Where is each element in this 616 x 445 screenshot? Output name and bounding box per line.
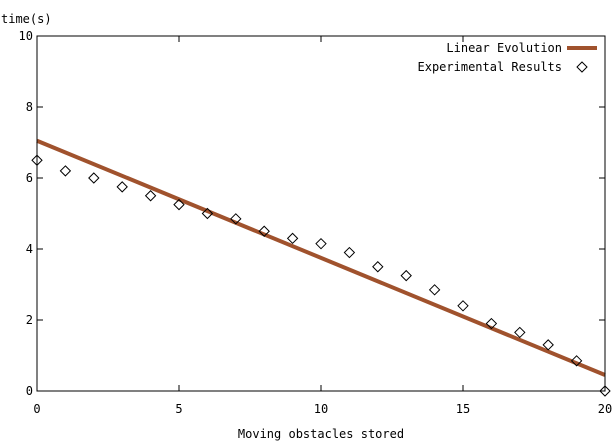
data-point-experimental-results — [201, 207, 214, 220]
series-line-linear-evolution — [36, 138, 606, 377]
x-tick-label: 10 — [314, 402, 328, 416]
data-point-experimental-results — [315, 237, 327, 250]
y-tick-label: 2 — [26, 313, 33, 327]
data-point-experimental-results — [400, 269, 412, 282]
x-tick-label: 5 — [175, 402, 182, 416]
y-tick-label: 8 — [26, 100, 33, 114]
data-point-experimental-results — [457, 300, 469, 312]
data-point-experimental-results — [599, 385, 611, 397]
legend-diamond-marker — [576, 61, 588, 73]
legend-entry-linear-evolution: Linear Evolution — [446, 41, 597, 55]
data-point-experimental-results — [59, 165, 72, 177]
data-point-experimental-results — [286, 232, 299, 245]
legend-label-linear-evolution: Linear Evolution — [446, 41, 562, 55]
y-tick-label: 10 — [19, 29, 33, 43]
data-point-experimental-results — [88, 172, 100, 184]
x-tick-label: 20 — [598, 402, 612, 416]
legend-label-experimental-results: Experimental Results — [418, 60, 563, 74]
x-axis-label: Moving obstacles stored — [238, 427, 404, 441]
data-point-experimental-results — [343, 246, 356, 259]
plot-layer — [31, 138, 611, 397]
x-tick-label: 15 — [456, 402, 470, 416]
x-tick-label: 0 — [33, 402, 40, 416]
data-point-experimental-results — [116, 181, 128, 193]
y-tick-label: 6 — [26, 171, 33, 185]
data-point-experimental-results — [485, 317, 498, 330]
data-point-experimental-results — [514, 326, 526, 339]
data-point-experimental-results — [144, 190, 157, 202]
data-point-experimental-results — [570, 355, 583, 367]
data-point-experimental-results — [542, 339, 554, 351]
data-point-experimental-results — [173, 198, 185, 211]
y-axis-label: time(s) — [1, 12, 52, 26]
legend: Linear Evolution Experimental Results — [418, 41, 597, 74]
y-tick-label: 0 — [26, 384, 33, 398]
data-point-experimental-results — [230, 213, 242, 225]
legend-entry-experimental-results: Experimental Results — [418, 60, 588, 74]
data-point-experimental-results — [258, 225, 270, 237]
ticks-layer: 0 5 10 15 20 0 2 4 6 8 10 — [19, 29, 613, 416]
data-point-experimental-results — [428, 284, 441, 296]
y-tick-label: 4 — [26, 242, 33, 256]
data-point-experimental-results — [372, 261, 384, 273]
